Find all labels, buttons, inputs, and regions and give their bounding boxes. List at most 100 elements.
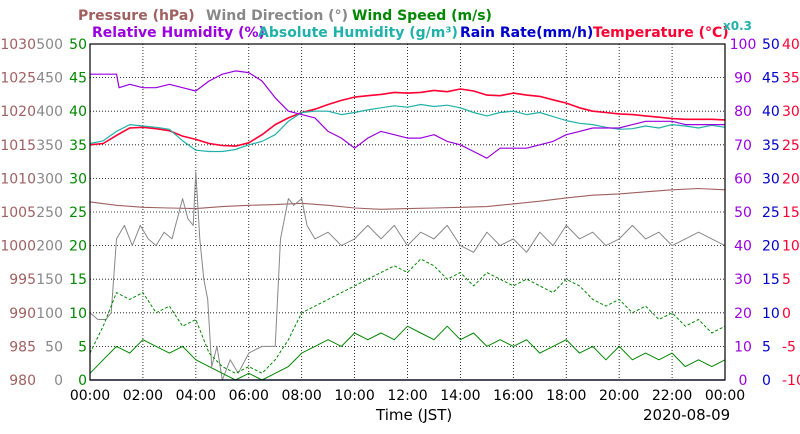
rain-rate-tick-label: 45 [762, 71, 780, 87]
humidity-tick-label: 90 [734, 71, 752, 87]
plot-frame [89, 43, 726, 381]
x-tick-label: 14:00 [440, 388, 480, 404]
pressure-tick-label: 1020 [0, 104, 36, 120]
wind-speed-tick-label: 40 [69, 104, 87, 120]
legend-relative-humidity: Relative Humidity (%) [92, 25, 265, 41]
series-line [89, 171, 726, 381]
pressure-tick-label: 1025 [0, 71, 36, 87]
temperature-tick-label: 30 [782, 104, 800, 120]
wind-direction-tick-label: 300 [36, 171, 63, 187]
x-tick-label: 06:00 [229, 388, 269, 404]
humidity-tick-label: 60 [734, 171, 752, 187]
wind-direction-tick-label: 150 [36, 272, 63, 288]
x-tick-label: 02:00 [123, 388, 163, 404]
x-tick-label: 22:00 [652, 388, 692, 404]
wind-speed-tick-label: 30 [69, 171, 87, 187]
wind-speed-tick-label: 45 [69, 71, 87, 87]
rain-rate-tick-label: 30 [762, 171, 780, 187]
temperature-tick-label: -5 [782, 339, 796, 355]
legend-rain-rate: Rain Rate(mm/h) [460, 25, 593, 41]
series-line [90, 70, 725, 159]
rain-rate-tick-label: 10 [762, 306, 780, 322]
wind-speed-tick-label: 5 [78, 339, 87, 355]
x-tick-label: 12:00 [387, 388, 427, 404]
series-line [89, 187, 726, 210]
x-axis-label: Time (JST) [375, 406, 452, 424]
rain-rate-tick-label: 35 [762, 138, 780, 154]
humidity-tick-label: 80 [734, 104, 752, 120]
temperature-tick-label: 10 [782, 239, 800, 255]
wind-speed-tick-label: 0 [78, 373, 87, 389]
series-line [89, 103, 726, 153]
x-tick-label: 10:00 [334, 388, 374, 404]
rain-rate-tick-label: 50 [762, 37, 780, 53]
pressure-tick-label: 995 [9, 272, 36, 288]
wind-direction-tick-label: 200 [36, 239, 63, 255]
wind-speed-tick-label: 25 [69, 205, 87, 221]
legend-temperature: Temperature (°C) [593, 25, 729, 41]
pressure-tick-label: 990 [9, 306, 36, 322]
temperature-tick-label: 5 [782, 272, 791, 288]
humidity-tick-label: 40 [734, 239, 752, 255]
wind-speed-tick-label: 35 [69, 138, 87, 154]
x-tick-label: 08:00 [281, 388, 321, 404]
temperature-tick-label: 40 [782, 37, 800, 53]
rain-rate-tick-label: 0 [762, 373, 771, 389]
temperature-tick-label: 15 [782, 205, 800, 221]
x-tick-label: 18:00 [546, 388, 586, 404]
humidity-tick-label: 70 [734, 138, 752, 154]
humidity-tick-label: 30 [734, 272, 752, 288]
temperature-tick-label: 35 [782, 71, 800, 87]
legend-absolute-humidity: Absolute Humidity (g/m³) [258, 25, 458, 41]
pressure-tick-label: 1015 [0, 138, 36, 154]
wind-direction-tick-label: 450 [36, 71, 63, 87]
rain-rate-tick-label: 20 [762, 239, 780, 255]
date-label: 2020-08-09 [643, 406, 730, 424]
legend-pressure: Pressure (hPa) [78, 8, 195, 24]
x-tick-label: 16:00 [493, 388, 533, 404]
humidity-tick-label: 20 [734, 306, 752, 322]
wind-direction-tick-label: 500 [36, 37, 63, 53]
humidity-tick-label: 0 [739, 373, 748, 389]
legend-wind-speed: Wind Speed (m/s) [352, 8, 492, 24]
humidity-tick-label: 50 [734, 205, 752, 221]
wind-speed-tick-label: 15 [69, 272, 87, 288]
x-tick-label: 00:00 [70, 388, 110, 404]
wind-direction-tick-label: 50 [45, 339, 63, 355]
humidity-tick-label: 10 [734, 339, 752, 355]
x-tick-label: 04:00 [176, 388, 216, 404]
x-tick-label: 20:00 [599, 388, 639, 404]
pressure-tick-label: 1005 [0, 205, 36, 221]
temperature-tick-label: -10 [782, 373, 800, 389]
wind-direction-tick-label: 250 [36, 205, 63, 221]
pressure-tick-label: 1010 [0, 171, 36, 187]
pressure-tick-label: 980 [9, 373, 36, 389]
wind-direction-tick-label: 350 [36, 138, 63, 154]
series-line [89, 258, 726, 374]
wind-speed-tick-label: 50 [69, 37, 87, 53]
humidity-tick-label: 100 [730, 37, 757, 53]
wind-speed-tick-label: 10 [69, 306, 87, 322]
axis-ticks: 00:00 02:00 04:00 06:00 08:00 10:00 12:00 14:00… [0, 37, 800, 404]
rain-rate-tick-label: 5 [762, 339, 771, 355]
wind-speed-tick-label: 20 [69, 239, 87, 255]
series-line [89, 325, 726, 381]
legend-scale-factor: x0.3 [723, 19, 752, 33]
temperature-tick-label: 0 [782, 306, 791, 322]
pressure-tick-label: 1000 [0, 239, 36, 255]
rain-rate-tick-label: 25 [762, 205, 780, 221]
legend-wind-direction: Wind Direction (°) [206, 8, 348, 24]
x-tick-label: 00:00 [705, 388, 745, 404]
temperature-tick-label: 25 [782, 138, 800, 154]
pressure-tick-label: 985 [9, 339, 36, 355]
temperature-tick-label: 20 [782, 171, 800, 187]
wind-direction-tick-label: 400 [36, 104, 63, 120]
wind-direction-tick-label: 100 [36, 306, 63, 322]
wind-direction-tick-label: 0 [54, 373, 63, 389]
series-line [89, 88, 726, 147]
rain-rate-tick-label: 15 [762, 272, 780, 288]
pressure-tick-label: 1030 [0, 37, 36, 53]
rain-rate-tick-label: 40 [762, 104, 780, 120]
